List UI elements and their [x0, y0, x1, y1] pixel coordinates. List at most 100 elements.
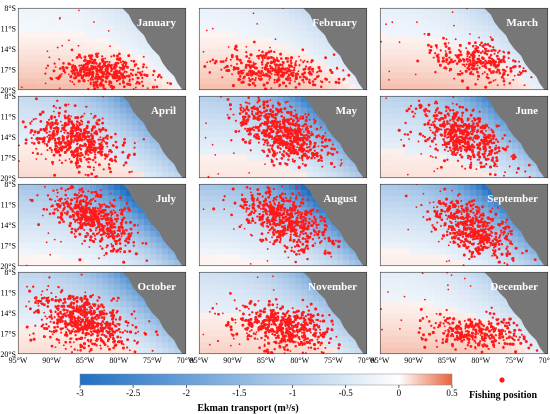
month-label: May — [336, 105, 358, 117]
fishing-positions — [204, 96, 343, 178]
month-label: July — [156, 193, 177, 205]
fishing-positions — [20, 9, 173, 90]
colorbar-tick-label: 0 — [397, 388, 402, 398]
longitude-tick-label: 70°W — [177, 356, 196, 365]
land — [122, 8, 186, 90]
latitude-tick-label: 20°S — [0, 174, 16, 183]
map-panel-december: December — [379, 271, 549, 355]
latitude-tick-label: 17°S — [0, 329, 16, 338]
longitude-tick-label: 70°W — [358, 356, 377, 365]
longitude-tick-label: 75°W — [143, 356, 162, 365]
fishing-positions — [202, 275, 341, 354]
colorbar-gradient — [79, 373, 453, 386]
longitude-tick-label: 90°W — [223, 356, 242, 365]
colorbar-tick-label: -3 — [76, 388, 84, 398]
colorbar-tick-label: -1.5 — [232, 388, 247, 398]
legend: Fishing position — [469, 377, 538, 401]
fishing-position-marker — [499, 377, 505, 383]
longitude-tick-label: 95°W — [9, 356, 28, 365]
longitude-tick-label: 85°W — [438, 356, 457, 365]
fishing-positions — [18, 96, 146, 178]
latitude-tick-label: 17°S — [0, 65, 16, 74]
land — [122, 272, 186, 354]
longitude-labels: 95°W 90°W 85°W 80°W 75°W 70°W95°W 90°W 85°W 80°W… — [9, 356, 550, 365]
latitude-tick-label: 14°S — [0, 45, 16, 54]
longitude-tick-label: 80°W — [471, 356, 490, 365]
map-panel-may: May — [198, 95, 368, 179]
longitude-tick-label: 70°W — [539, 356, 550, 365]
map-panel-april: April — [17, 95, 187, 179]
colorbar-tick-label: -0.5 — [339, 388, 354, 398]
latitude-tick-label: 8°S — [4, 4, 16, 13]
latitude-labels: 8°S11°S14°S17°S20°S8°S11°S14°S17°S20°S8°… — [0, 4, 16, 359]
colorbar-tick-label: -2.5 — [126, 388, 141, 398]
land — [303, 8, 367, 90]
map-panel-september: September — [379, 183, 549, 267]
month-label: October — [138, 281, 177, 293]
map-panel-january: January — [17, 7, 187, 91]
land — [484, 96, 548, 178]
longitude-tick-label: 80°W — [290, 356, 309, 365]
longitude-tick-label: 95°W — [190, 356, 209, 365]
legend-label: Fishing position — [469, 390, 538, 401]
fishing-positions — [380, 272, 539, 354]
map-panel-august: August — [198, 183, 368, 267]
map-panel-november: November — [198, 271, 368, 355]
month-label: September — [487, 193, 538, 205]
fishing-positions — [25, 273, 159, 354]
latitude-tick-label: 11°S — [1, 288, 16, 297]
colorbar: -3 -2.5 -2 -1.5 -1 -0.5 0 0.5 Ekman transport (… — [76, 373, 458, 414]
fishing-positions — [385, 96, 531, 178]
land — [122, 96, 186, 178]
longitude-tick-label: 85°W — [257, 356, 276, 365]
month-label: April — [151, 105, 176, 117]
latitude-tick-label: 11°S — [1, 24, 16, 33]
latitude-tick-label: 20°S — [0, 350, 16, 359]
longitude-tick-label: 85°W — [76, 356, 95, 365]
longitude-tick-label: 80°W — [109, 356, 128, 365]
land — [484, 272, 548, 354]
latitude-tick-label: 20°S — [0, 86, 16, 95]
latitude-tick-label: 20°S — [0, 262, 16, 271]
colorbar-ticks: -3 -2.5 -2 -1.5 -1 -0.5 0 0.5 — [76, 385, 458, 398]
fishing-positions — [380, 8, 533, 90]
land — [122, 184, 186, 266]
longitude-tick-label: 95°W — [371, 356, 390, 365]
month-label: March — [506, 17, 538, 29]
month-label: August — [323, 193, 357, 205]
latitude-tick-label: 8°S — [4, 180, 16, 189]
latitude-tick-label: 17°S — [0, 153, 16, 162]
map-panel-july: July — [17, 183, 187, 267]
fishing-positions — [404, 184, 537, 266]
latitude-tick-label: 14°S — [0, 309, 16, 318]
longitude-tick-label: 90°W — [404, 356, 423, 365]
map-panel-october: October — [17, 271, 187, 355]
map-panels: January February March April May June July Augu… — [17, 7, 549, 355]
land — [484, 8, 548, 90]
colorbar-label: Ekman transport (m³/s) — [197, 403, 298, 414]
longitude-tick-label: 75°W — [324, 356, 343, 365]
map-panel-march: March — [379, 7, 549, 91]
month-label: November — [308, 281, 357, 293]
fishing-positions — [25, 184, 149, 266]
colorbar-tick-label: 0.5 — [446, 388, 458, 398]
month-label: June — [515, 105, 538, 117]
latitude-tick-label: 17°S — [0, 241, 16, 250]
latitude-tick-label: 8°S — [4, 268, 16, 277]
month-label: December — [490, 281, 538, 293]
latitude-tick-label: 14°S — [0, 133, 16, 142]
longitude-tick-label: 75°W — [505, 356, 524, 365]
latitude-tick-label: 11°S — [1, 200, 16, 209]
land — [303, 184, 367, 266]
fishing-positions — [202, 8, 351, 90]
latitude-tick-label: 11°S — [1, 112, 16, 121]
land — [484, 184, 548, 266]
month-label: January — [137, 17, 177, 29]
land — [303, 96, 367, 178]
land — [303, 272, 367, 354]
longitude-tick-label: 90°W — [42, 356, 61, 365]
latitude-tick-label: 14°S — [0, 221, 16, 230]
colorbar-tick-label: -2 — [183, 388, 191, 398]
map-panel-february: February — [198, 7, 368, 91]
